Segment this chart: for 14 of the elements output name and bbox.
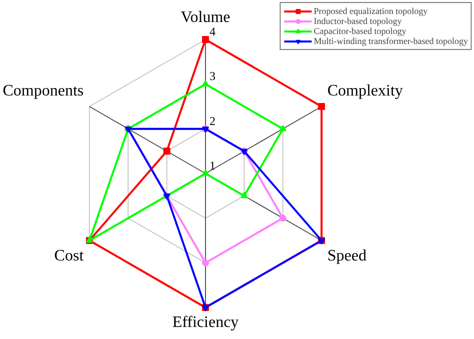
legend-label: Capacitor-based topology [314,26,406,36]
y-tick-label: 4 [210,24,216,38]
spoke-label: Cost [54,247,84,264]
spoke-label: Complexity [327,82,403,100]
spoke-label: Efficiency [172,314,239,332]
spoke-label: Speed [327,247,366,264]
spoke-label: Volume [180,9,230,26]
y-tick-label: 3 [210,69,216,84]
y-tick-label: 1 [210,158,216,172]
y-tick-label: 2 [210,114,216,128]
legend-label: Multi-winding transformer-based topology [314,36,468,46]
spoke-label: Components [2,82,84,100]
legend-label: Proposed equalization topology [314,6,428,16]
legend-label: Inductor-based topology [314,16,402,26]
